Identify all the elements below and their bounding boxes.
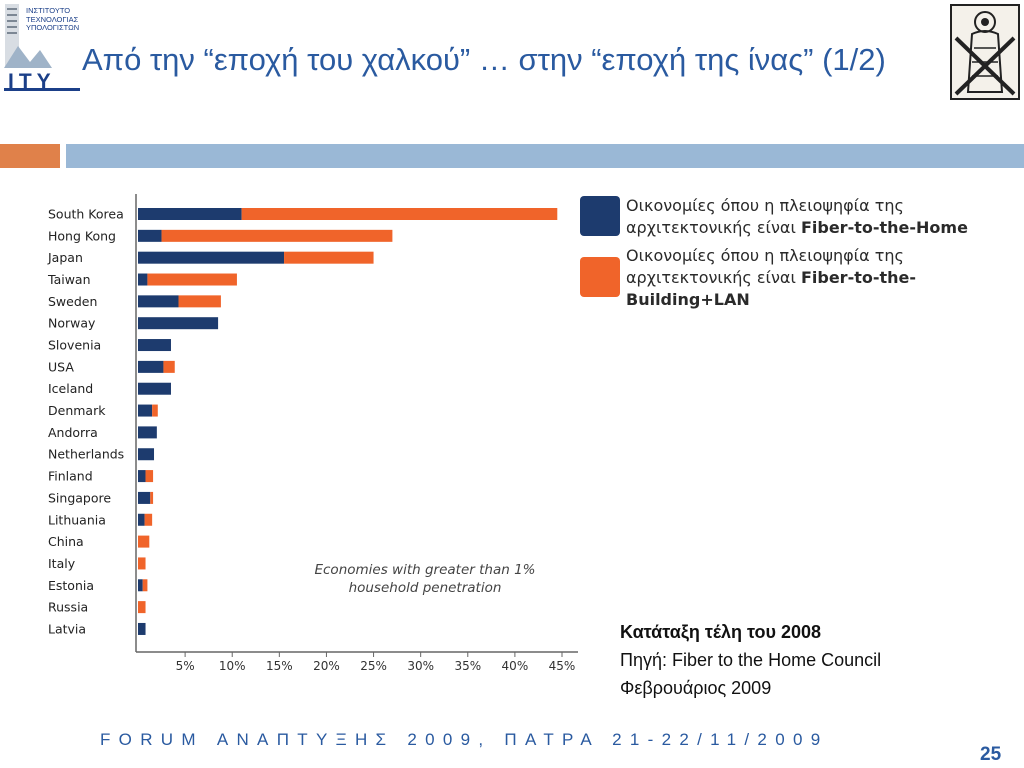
bar-segment-ftth — [138, 426, 157, 439]
category-label: USA — [48, 359, 74, 374]
category-label: Japan — [47, 250, 83, 265]
logo-building-icon — [4, 4, 80, 91]
x-tick-label: 45% — [549, 659, 576, 673]
category-label: Russia — [48, 600, 88, 615]
bar-segment-fttb — [161, 229, 393, 242]
x-tick-label: 40% — [502, 659, 529, 673]
bar-segment-ftth — [138, 273, 148, 286]
bar-segment-fttb — [138, 601, 146, 614]
logo-text: ΙΝΣΤΙΤΟΥΤΟ ΤΕΧΝΟΛΟΓΙΑΣ ΥΠΟΛΟΓΙΣΤΩΝ — [26, 6, 80, 32]
bar-segment-fttb — [284, 251, 374, 264]
caption-title: Κατάταξη τέλη του 2008 — [620, 622, 822, 642]
footer-text: FORUM ΑΝΑΠΤΥΞΗΣ 2009, ΠΑΤΡΑ 21-22/11/200… — [100, 730, 829, 749]
bar-segment-ftth — [138, 382, 171, 395]
bar-segment-fttb — [138, 557, 146, 570]
bar-segment-fttb — [147, 273, 237, 286]
legend-ftth-text: Οικονομίες όπου η πλειοψηφία της αρχιτεκ… — [626, 195, 1016, 239]
category-label: Norway — [48, 316, 96, 331]
category-label: Netherlands — [48, 447, 124, 462]
bar-segment-fttb — [145, 470, 154, 483]
bar-segment-ftth — [138, 208, 242, 220]
ity-logo: ΙΝΣΤΙΤΟΥΤΟ ΤΕΧΝΟΛΟΓΙΑΣ ΥΠΟΛΟΓΙΣΤΩΝ ITY — [4, 2, 80, 96]
bar-segment-ftth — [138, 317, 219, 330]
bar-segment-ftth — [138, 251, 285, 264]
university-seal-icon — [950, 4, 1020, 100]
bar-segment-ftth — [138, 470, 146, 483]
x-tick-label: 5% — [176, 659, 195, 673]
x-tick-label: 35% — [454, 659, 481, 673]
legend-fttb-label: Οικονομίες όπου η πλειοψηφία της αρχιτεκ… — [626, 246, 904, 287]
bar-segment-fttb — [241, 208, 558, 220]
legend-fttb-swatch — [580, 257, 620, 297]
category-label: Singapore — [48, 490, 111, 505]
bar-segment-ftth — [138, 360, 164, 373]
bar-segment-fttb — [152, 404, 158, 417]
bar-segment-ftth — [138, 339, 171, 352]
x-tick-label: 20% — [313, 659, 340, 673]
category-label: Estonia — [48, 578, 94, 593]
legend-ftth-label: Οικονομίες όπου η πλειοψηφία της αρχιτεκ… — [626, 196, 904, 237]
chart-annotation: Economies with greater than 1% — [314, 562, 535, 578]
fiber-penetration-chart: South Korea Hong Kong Japan Taiwan Sweden Nor… — [47, 194, 578, 673]
logo-mark: ITY — [8, 70, 56, 93]
bar-segment-fttb — [178, 295, 221, 308]
bar-segment-fttb — [142, 579, 148, 592]
bar-segment-ftth — [138, 491, 151, 504]
bar-segment-ftth — [138, 229, 162, 242]
bar-segment-fttb — [163, 360, 175, 373]
caption-source: Πηγή: Fiber to the Home Council — [620, 650, 882, 670]
category-label: Iceland — [48, 381, 93, 396]
title-rule-bar — [66, 144, 1024, 168]
bar-segment-ftth — [138, 622, 146, 635]
category-label: South Korea — [48, 207, 124, 222]
bar-segment-fttb — [150, 491, 154, 504]
category-label: Hong Kong — [48, 228, 116, 243]
bar-segment-ftth — [138, 295, 179, 308]
bar-segment-ftth — [138, 448, 155, 461]
category-label: Finland — [48, 469, 93, 484]
legend-fttb-tech: Fiber-to-the-Building+LAN — [626, 268, 917, 309]
category-label: Denmark — [48, 403, 106, 418]
x-tick-label: 25% — [360, 659, 387, 673]
title-accent-bar — [0, 144, 60, 168]
category-label: Taiwan — [47, 272, 91, 287]
category-label: Sweden — [48, 294, 97, 309]
slide-title: Από την “εποχή του χαλκού” … στην “εποχή… — [82, 42, 886, 77]
category-label: Latvia — [48, 621, 86, 636]
category-label: Lithuania — [48, 512, 106, 527]
bar-segment-fttb — [138, 535, 150, 548]
bar-segment-fttb — [144, 513, 153, 526]
legend-fttb-text: Οικονομίες όπου η πλειοψηφία της αρχιτεκ… — [626, 245, 1016, 311]
x-tick-label: 10% — [219, 659, 246, 673]
legend-ftth-swatch — [580, 196, 620, 236]
bar-segment-ftth — [138, 404, 153, 417]
category-label: Andorra — [48, 425, 98, 440]
caption-date: Φεβρουάριος 2009 — [620, 678, 772, 698]
x-tick-label: 30% — [407, 659, 434, 673]
category-label: China — [48, 534, 84, 549]
page-number: 25 — [980, 744, 1002, 765]
category-label: Slovenia — [48, 338, 101, 353]
category-label: Italy — [48, 556, 76, 571]
chart-caption: Κατάταξη τέλη του 2008 Πηγή: Fiber to th… — [620, 618, 1000, 702]
chart-annotation: household penetration — [349, 580, 502, 596]
x-tick-label: 15% — [266, 659, 293, 673]
bar-segment-ftth — [138, 579, 143, 592]
legend-ftth-tech: Fiber-to-the-Home — [800, 218, 968, 237]
bar-segment-ftth — [138, 513, 145, 526]
